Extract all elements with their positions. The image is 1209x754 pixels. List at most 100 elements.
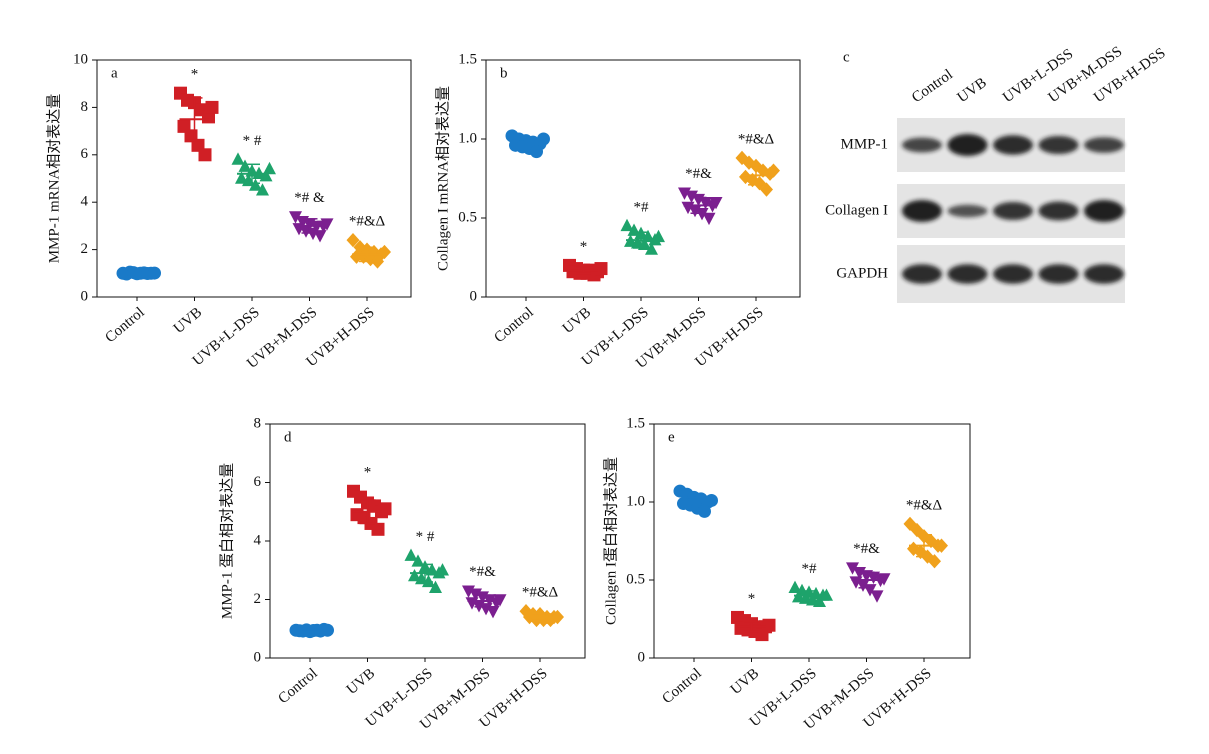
point: [493, 594, 507, 607]
point: [378, 244, 391, 260]
y-tick-label: 2: [81, 241, 89, 257]
blot-band: [1038, 136, 1079, 154]
point: [371, 522, 385, 536]
x-tick-label: UVB: [344, 665, 379, 698]
y-axis-label: Collagen I蛋白相对表达量: [602, 457, 619, 625]
y-tick-label: 1.0: [458, 130, 477, 146]
point: [742, 155, 756, 170]
point: [408, 568, 421, 582]
y-tick-label: 8: [81, 99, 89, 115]
point: [652, 229, 665, 243]
significance-label: *#&Δ: [738, 131, 775, 147]
point: [867, 571, 880, 585]
point: [870, 590, 884, 603]
significance-label: *: [191, 67, 199, 83]
significance-label: *: [580, 239, 588, 255]
point: [846, 562, 859, 575]
point: [411, 554, 425, 567]
blot-band: [1038, 201, 1079, 221]
lane-label: UVB: [955, 75, 990, 106]
y-tick-label: 0: [254, 649, 262, 665]
y-tick-label: 0: [470, 288, 478, 304]
point: [313, 230, 327, 243]
panel-label: d: [284, 429, 292, 445]
significance-label: *#&: [469, 564, 496, 580]
x-tick-label: UVB: [560, 304, 595, 337]
blot-band: [1084, 264, 1124, 284]
y-tick-label: 1.5: [626, 415, 645, 431]
x-tick-label: Control: [275, 665, 320, 707]
blot-band: [902, 200, 942, 222]
row-label: MMP-1: [840, 136, 888, 152]
significance-label: *#&Δ: [522, 585, 559, 601]
x-tick-label: Control: [491, 304, 536, 346]
point: [320, 218, 334, 231]
panel-label: c: [843, 49, 850, 65]
blot-band: [947, 204, 988, 218]
significance-label: *#&Δ: [906, 497, 943, 513]
plot-frame: [485, 59, 801, 298]
point: [378, 502, 392, 516]
point: [256, 183, 269, 196]
blot-band: [1038, 264, 1079, 284]
point: [928, 554, 941, 569]
panel-label: b: [500, 65, 508, 81]
point: [762, 618, 776, 632]
significance-label: * #: [416, 529, 435, 545]
point: [813, 594, 826, 608]
y-tick-label: 0: [638, 649, 646, 665]
blot-band: [947, 134, 988, 156]
point: [935, 538, 948, 553]
lane-label: Control: [909, 67, 956, 106]
point: [148, 266, 161, 280]
point: [678, 187, 691, 200]
point: [263, 161, 276, 175]
x-tick-label: Control: [659, 665, 704, 707]
significance-label: *#: [634, 199, 650, 215]
point: [321, 623, 334, 637]
point: [422, 574, 435, 588]
y-tick-label: 4: [254, 532, 262, 548]
point: [537, 132, 550, 146]
point: [198, 148, 212, 162]
point: [371, 254, 384, 269]
blot-band: [902, 264, 942, 284]
blot-band: [902, 137, 942, 153]
blot-band: [947, 264, 988, 284]
point: [853, 567, 866, 580]
point: [739, 169, 752, 185]
row-label: Collagen I: [825, 202, 888, 218]
point: [289, 211, 302, 224]
point: [705, 493, 718, 507]
point: [699, 197, 712, 210]
point: [404, 548, 418, 561]
point: [645, 242, 658, 255]
y-tick-label: 10: [73, 51, 88, 67]
point: [235, 171, 248, 184]
point: [231, 152, 245, 165]
blot-band: [993, 202, 1033, 220]
row-label: GAPDH: [836, 265, 888, 281]
point: [486, 606, 500, 619]
y-tick-label: 0.5: [458, 209, 477, 225]
y-axis-label: MMP-1 mRNA相对表达量: [45, 94, 62, 264]
significance-label: *: [748, 591, 756, 607]
point: [530, 145, 543, 159]
point: [205, 100, 219, 114]
point: [350, 249, 363, 264]
y-axis-label: Collagen I mRNA相对表达量: [434, 86, 451, 271]
x-tick-label: UVB: [728, 665, 763, 698]
point: [877, 573, 891, 586]
point: [760, 182, 773, 197]
y-tick-label: 6: [254, 474, 262, 490]
point: [767, 163, 780, 178]
blot-band: [1084, 137, 1124, 153]
y-tick-label: 0: [81, 288, 89, 304]
significance-label: *#: [802, 561, 818, 577]
panel-label: a: [111, 65, 118, 81]
significance-label: *# &: [294, 190, 325, 206]
plot-frame: [96, 59, 412, 298]
y-tick-label: 8: [254, 415, 262, 431]
y-tick-label: 4: [81, 194, 89, 210]
